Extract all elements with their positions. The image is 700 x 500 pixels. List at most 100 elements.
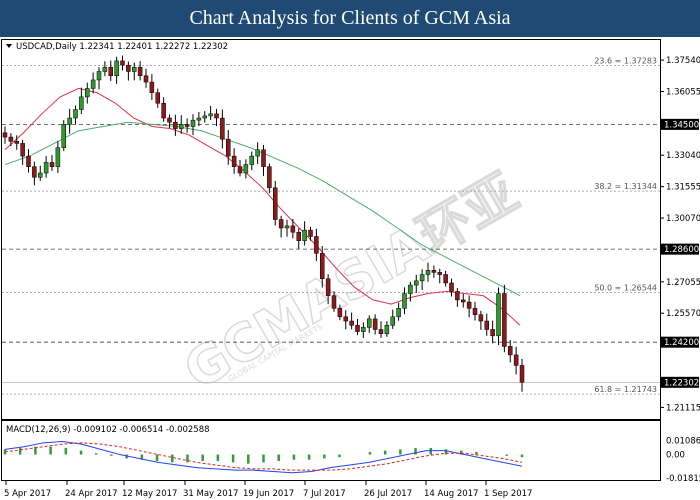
candle-body	[502, 293, 507, 347]
candle-body	[38, 172, 43, 178]
fib-label: 23.6 = 1.37283	[594, 57, 657, 66]
chart-window[interactable]: GCMASIA环亚 GLOBAL CAPITAL MARKETS 23.6 = …	[0, 37, 700, 500]
price-tick-label: 1.21115	[666, 403, 700, 413]
candle-body	[472, 308, 478, 315]
candle-body	[79, 96, 84, 110]
candle-body	[108, 67, 113, 76]
candle-body	[384, 325, 390, 334]
candle-body	[126, 64, 131, 72]
fib-label: 50.0 = 1.26544	[594, 284, 657, 293]
candle-body	[337, 308, 343, 318]
candle-body	[73, 109, 78, 119]
candle-body	[355, 325, 360, 332]
candle-body	[361, 327, 366, 332]
date-label: 7 Jul 2017	[303, 489, 346, 499]
candle-body	[243, 164, 249, 174]
candle-body	[278, 219, 284, 229]
candle-body	[49, 162, 55, 167]
candle-body	[490, 329, 495, 337]
candle-body	[466, 301, 472, 309]
price-tag-bg	[661, 243, 699, 255]
candle-body	[443, 274, 448, 284]
macd-label: MACD(12,26,9) -0.009102 -0.006514 -0.002…	[6, 425, 210, 435]
candle-body	[519, 365, 525, 383]
candle-body	[132, 67, 137, 72]
candle-body	[255, 149, 260, 157]
candle-body	[61, 124, 66, 148]
candle-body	[137, 67, 143, 76]
candle-body	[290, 225, 296, 233]
price-tag-label: 1.34500	[664, 120, 699, 130]
candle-body	[496, 293, 501, 337]
date-label: 24 Apr 2017	[65, 489, 118, 499]
candle-body	[202, 115, 207, 119]
date-label: 26 Jul 2017	[364, 489, 412, 499]
candle-body	[408, 284, 413, 294]
price-tag-bg	[661, 336, 699, 348]
macd-main-line	[4, 441, 523, 474]
candle-body	[331, 295, 337, 309]
candle-body	[143, 75, 149, 83]
candle-body	[343, 316, 348, 322]
date-label: 31 May 2017	[183, 489, 238, 499]
candle-body	[173, 122, 178, 129]
price-tag-label: 1.24200	[664, 338, 699, 348]
candle-body	[43, 162, 49, 174]
candle-body	[261, 149, 266, 167]
candle-body	[449, 282, 454, 292]
candle-body	[114, 60, 119, 76]
candle-body	[14, 141, 19, 144]
candle-body	[455, 291, 460, 301]
candle-body	[302, 229, 307, 241]
level-lines	[2, 65, 660, 395]
candle-body	[55, 147, 61, 167]
date-label: 1 Sep 2017	[484, 489, 532, 499]
date-label: 14 Aug 2017	[424, 489, 478, 499]
candle-body	[314, 236, 319, 254]
candle-body	[273, 187, 278, 220]
candle-body	[390, 316, 395, 326]
candle-body	[349, 320, 354, 326]
candle-body	[226, 138, 231, 157]
candle-body	[378, 329, 384, 334]
price-tick-label: 1.37540	[666, 56, 700, 66]
candle-body	[67, 117, 72, 125]
price-tag-bg	[661, 376, 699, 388]
price-tick-label: 1.30070	[666, 214, 700, 224]
fib-label: 61.8 = 1.21743	[594, 385, 657, 394]
candle-body	[508, 346, 513, 356]
candle-body	[149, 81, 155, 93]
macd-signal-line	[4, 442, 523, 471]
chart-banner-title: Chart Analysis for Clients of GCM Asia	[0, 0, 700, 37]
triangle-down-icon[interactable]	[6, 44, 12, 48]
price-chart[interactable]: GCMASIA环亚 GLOBAL CAPITAL MARKETS 23.6 = …	[0, 37, 700, 500]
candles	[2, 55, 525, 392]
fib-label: 38.2 = 1.31344	[594, 182, 657, 191]
price-tag-label: 1.22302	[664, 378, 699, 388]
candle-body	[220, 117, 225, 140]
price-tick-label: 1.25570	[666, 309, 700, 319]
candle-body	[214, 113, 219, 119]
candle-body	[179, 124, 184, 129]
candle-body	[425, 270, 431, 275]
candle-body	[2, 132, 8, 138]
candle-body	[320, 253, 325, 279]
price-tick-label: 1.31555	[666, 183, 700, 193]
candle-body	[372, 318, 378, 330]
candle-body	[32, 166, 37, 178]
candle-body	[267, 166, 272, 189]
price-tick-label: 1.27055	[666, 278, 700, 288]
candle-body	[20, 143, 25, 157]
candle-body	[419, 274, 425, 282]
fibonacci-labels: 23.6 = 1.37283 38.2 = 1.31344 50.0 = 1.265…	[594, 57, 657, 395]
candle-body	[196, 117, 202, 121]
candle-body	[296, 231, 301, 241]
date-label: 19 Jun 2017	[243, 489, 294, 499]
candle-body	[396, 308, 401, 318]
symbol-info: USDCAD,Daily 1.22341 1.22401 1.22272 1.2…	[16, 42, 228, 52]
candle-body	[90, 79, 96, 89]
candle-body	[325, 278, 331, 296]
date-label: 5 Apr 2017	[4, 489, 51, 499]
candle-body	[85, 88, 90, 98]
candle-body	[184, 124, 190, 127]
